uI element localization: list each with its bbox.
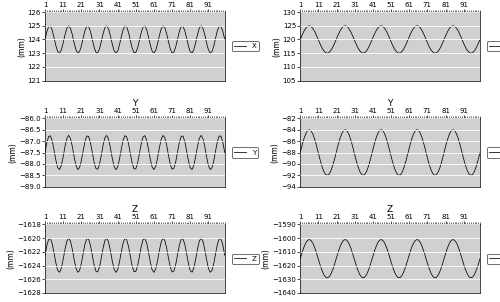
- Y-axis label: (mm): (mm): [272, 36, 281, 57]
- Y-axis label: (mm): (mm): [262, 248, 271, 269]
- Title: Z: Z: [387, 205, 393, 214]
- Title: Z: Z: [132, 205, 138, 214]
- Title: X: X: [387, 0, 393, 2]
- Legend: Y: Y: [487, 147, 500, 158]
- Title: Y: Y: [388, 99, 393, 108]
- Y-axis label: (mm): (mm): [17, 36, 26, 57]
- Legend: Z: Z: [487, 254, 500, 264]
- Y-axis label: (mm): (mm): [6, 248, 16, 269]
- Legend: X: X: [487, 41, 500, 51]
- Y-axis label: (mm): (mm): [9, 142, 18, 163]
- Y-axis label: (mm): (mm): [271, 142, 280, 163]
- Legend: Z: Z: [232, 254, 259, 264]
- Legend: Y: Y: [232, 147, 258, 158]
- Legend: X: X: [232, 41, 259, 51]
- Title: X: X: [132, 0, 138, 2]
- Title: Y: Y: [132, 99, 138, 108]
